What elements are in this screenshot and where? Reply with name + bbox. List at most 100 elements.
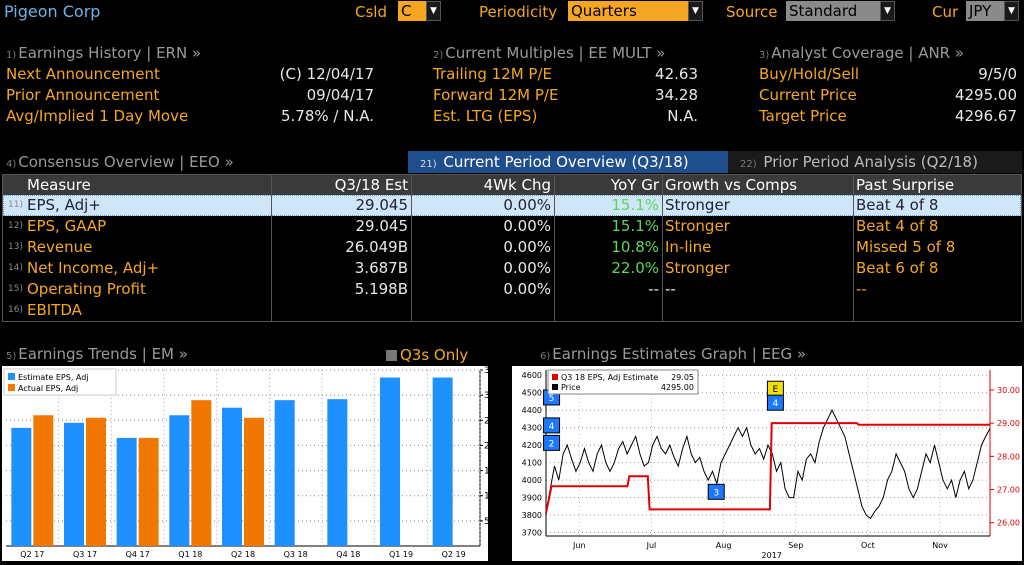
column-header-4wk-chg[interactable]: 4Wk Chg (411, 175, 554, 195)
column-divider (554, 175, 555, 321)
right-tick-label: 27.00 (997, 486, 1020, 495)
table-row[interactable]: 12) EPS, GAAP 29.045 0.00% 15.1% Stronger Beat… (3, 216, 1021, 237)
y-tick-label: 30 (484, 391, 488, 401)
column-header-yoy-gr[interactable]: YoY Gr (554, 175, 662, 195)
legend-label: Actual EPS, Adj (18, 384, 78, 393)
tab-number: 22) (740, 159, 757, 170)
row-label: Buy/Hold/Sell (759, 65, 860, 83)
bar (11, 427, 32, 546)
x-tick-label: Q4 17 (126, 550, 150, 559)
csld-select[interactable]: C (398, 1, 426, 21)
row-value: 5.78% / N.A. (281, 107, 374, 125)
toggle-label: Q3s Only (400, 346, 469, 364)
right-tick-label: 26.00 (997, 519, 1020, 528)
table-row[interactable]: 14) Net Income, Adj+ 3.687B 0.00% 22.0% Stron… (3, 258, 1021, 279)
row-value: 4296.67 (954, 107, 1017, 125)
row-value: 42.63 (655, 65, 698, 83)
measure-cell: Revenue (27, 238, 93, 256)
column-header-past-surprise[interactable]: Past Surprise (853, 175, 1021, 195)
info-row: Buy/Hold/Sell 9/5/0 (759, 65, 1017, 86)
consensus-table: Measure Q3/18 Est 4Wk Chg YoY Gr Growth … (2, 174, 1022, 322)
row-label: Next Announcement (6, 65, 160, 83)
bar (191, 400, 212, 546)
company-name[interactable]: Pigeon Corp (4, 2, 101, 21)
row-label: Prior Announcement (6, 86, 160, 104)
section-title-text: Analyst Coverage | ANR » (771, 44, 965, 62)
chevron-down-icon[interactable]: ▼ (1004, 1, 1019, 21)
measure-cell: Net Income, Adj+ (27, 259, 160, 277)
marker-label: 4 (549, 422, 555, 432)
comps-cell: Stronger (665, 196, 730, 214)
marker-label: 3 (713, 488, 719, 498)
table-row[interactable]: 15) Operating Profit 5.198B 0.00% -- -- -- (3, 279, 1021, 300)
section-number: 1) (6, 50, 17, 61)
x-tick-label: Nov (932, 541, 948, 550)
left-tick-label: 4600 (522, 371, 542, 380)
earnings-trends-title[interactable]: 5) Earnings Trends | EM » (6, 345, 188, 363)
q3s-only-toggle[interactable]: Q3s Only (386, 346, 468, 364)
earnings-history-panel: Next Announcement (C) 12/04/17 Prior Anno… (6, 65, 374, 128)
analyst-coverage-title[interactable]: 3) Analyst Coverage | ANR » (759, 44, 964, 62)
chevron-down-icon[interactable]: ▼ (688, 1, 703, 21)
consensus-overview-title[interactable]: 4) Consensus Overview | EEO » (6, 153, 234, 171)
bar (274, 400, 295, 546)
earnings-graph-title[interactable]: 6) Earnings Estimates Graph | EEG » (540, 345, 806, 363)
comps-cell: In-line (665, 238, 712, 256)
source-select[interactable]: Standard (786, 1, 880, 21)
row-number: 13) (8, 242, 23, 252)
row-label: Est. LTG (EPS) (433, 107, 538, 125)
event-marker: 4 (766, 394, 784, 411)
csld-label: Csld (355, 3, 387, 21)
left-tick-label: 4200 (522, 441, 542, 450)
right-tick-label: 30.00 (997, 386, 1020, 395)
row-label: Current Price (759, 86, 857, 104)
event-marker: E (766, 380, 784, 397)
section-number: 4) (6, 159, 17, 170)
event-marker: 2 (543, 434, 561, 451)
x-tick-label: Q1 19 (389, 550, 413, 559)
measure-cell: EBITDA (27, 301, 82, 319)
surprise-cell: Beat 4 of 8 (856, 196, 939, 214)
column-header-estimate[interactable]: Q3/18 Est (271, 175, 411, 195)
column-header-measure[interactable]: Measure (3, 175, 271, 195)
bar (138, 437, 159, 546)
current-multiples-title[interactable]: 2) Current Multiples | EE MULT » (433, 44, 665, 62)
event-marker: 4 (543, 417, 561, 434)
marker-box (766, 394, 784, 411)
table-row[interactable]: 11) EPS, Adj+ 29.045 0.00% 15.1% Stronger Beat… (3, 195, 1021, 216)
x-tick-label: Q1 18 (178, 550, 202, 559)
row-label: Target Price (759, 107, 847, 125)
marker-box (707, 483, 725, 500)
price-line (545, 409, 991, 520)
table-row[interactable]: 13) Revenue 26.049B 0.00% 10.8% In-line Missed… (3, 237, 1021, 258)
chevron-down-icon[interactable]: ▼ (880, 1, 895, 21)
y-tick-label: 35 (484, 366, 488, 376)
comps-cell: Stronger (665, 259, 730, 277)
currency-label: Cur (932, 3, 959, 21)
tab-current-period[interactable]: 21) Current Period Overview (Q3/18) (408, 151, 728, 173)
column-divider (853, 175, 854, 321)
change-cell: 0.00% (503, 196, 551, 214)
currency-select[interactable]: JPY (966, 1, 1004, 21)
legend-swatch (552, 384, 558, 390)
row-label: Forward 12M P/E (433, 86, 559, 104)
tab-number: 21) (420, 159, 437, 170)
chevron-down-icon[interactable]: ▼ (426, 1, 441, 21)
row-value: (C) 12/04/17 (279, 65, 374, 83)
table-row[interactable]: 16) EBITDA (3, 300, 1021, 321)
bar-chart-svg: 5 10 15 20 25 30 35 Q2 17 Q3 17 Q4 17 Q1 18 Q2 18 Q3… (3, 366, 496, 559)
left-tick-label: 3800 (522, 511, 542, 520)
bar (33, 415, 54, 546)
checkbox-icon[interactable] (386, 350, 397, 361)
yoy-cell: 10.8% (611, 238, 659, 256)
section-number: 5) (6, 351, 17, 362)
section-title-text: Current Multiples | EE MULT » (445, 44, 666, 62)
periodicity-select[interactable]: Quarters (568, 1, 688, 21)
tab-prior-period[interactable]: 22) Prior Period Analysis (Q2/18) (728, 151, 1022, 173)
estimate-cell: 29.045 (355, 217, 409, 235)
earnings-history-title[interactable]: 1) Earnings History | ERN » (6, 44, 201, 62)
surprise-cell: -- (856, 280, 867, 298)
column-header-growth-comps[interactable]: Growth vs Comps (662, 175, 853, 195)
estimate-line (545, 422, 990, 514)
x-tick-label: Q2 19 (442, 550, 466, 559)
